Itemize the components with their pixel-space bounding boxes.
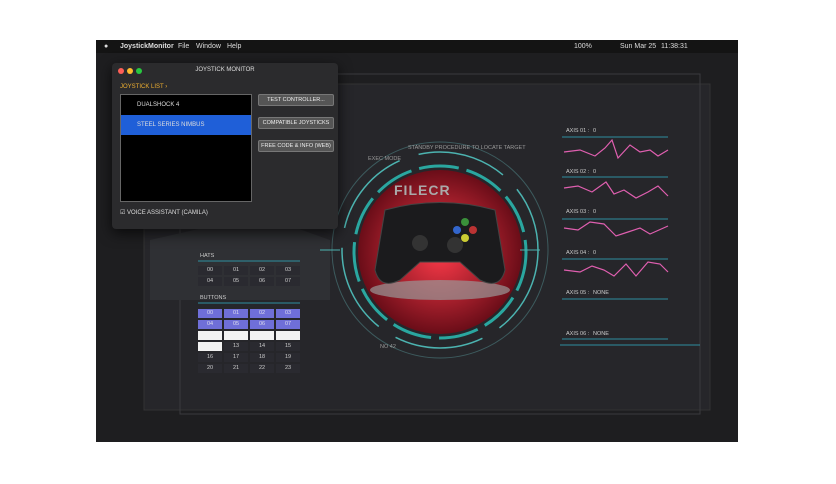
list-label: JOYSTICK LIST › bbox=[120, 84, 168, 90]
button-cell: 23 bbox=[276, 364, 300, 373]
axis-value: NONE bbox=[593, 290, 609, 296]
axis-label: AXIS 03 : bbox=[566, 209, 590, 215]
checkbox-label: VOICE ASSISTANT (CAMILA) bbox=[127, 210, 208, 216]
button-cell: 17 bbox=[224, 353, 248, 362]
ring-text: EXEC MODE bbox=[368, 156, 402, 162]
time[interactable]: 11:38:31 bbox=[661, 43, 688, 50]
button-cell bbox=[198, 331, 222, 340]
action-button[interactable]: COMPATIBLE JOYSTICKS bbox=[258, 117, 334, 129]
button-cell: 00 bbox=[198, 309, 222, 318]
menu-item[interactable]: Window bbox=[196, 43, 221, 50]
joystick-list: DUALSHOCK 4 STEEL SERIES NIMBUS bbox=[120, 94, 252, 202]
axis-value: 0 bbox=[593, 128, 597, 134]
hat-cell: 04 bbox=[198, 277, 222, 286]
button-cell: 03 bbox=[276, 309, 300, 318]
action-button[interactable]: TEST CONTROLLER... bbox=[258, 94, 334, 106]
watermark: FILECR bbox=[394, 182, 451, 198]
button-cell bbox=[198, 342, 222, 351]
button-cell bbox=[224, 331, 248, 340]
joystick-item[interactable]: DUALSHOCK 4 bbox=[137, 102, 180, 108]
battery[interactable]: 100% bbox=[574, 43, 592, 50]
menu-item[interactable]: Help bbox=[227, 43, 242, 50]
minimize-button[interactable] bbox=[127, 68, 133, 74]
hat-cell: 00 bbox=[198, 266, 222, 275]
button-cell: 22 bbox=[250, 364, 274, 373]
axis-value: 0 bbox=[593, 249, 597, 256]
window-title: JOYSTICK MONITOR bbox=[195, 67, 255, 73]
button-cell: 01 bbox=[224, 309, 248, 318]
button-cell bbox=[276, 331, 300, 340]
axis-label: AXIS 05 : bbox=[566, 290, 590, 296]
ring-text: STANDBY PROCEDURE TO LOCATE TARGET bbox=[408, 145, 526, 151]
axis-value: NONE bbox=[593, 330, 609, 337]
zoom-button[interactable] bbox=[136, 68, 142, 74]
button-cell: 16 bbox=[198, 353, 222, 362]
axis-label: AXIS 02 : bbox=[566, 168, 590, 175]
axis-value: 0 bbox=[593, 209, 597, 215]
voice-checkbox[interactable]: ☑ VOICE ASSISTANT (CAMILA) bbox=[120, 210, 208, 216]
close-button[interactable] bbox=[118, 68, 124, 74]
app-menu[interactable]: JoystickMonitor bbox=[120, 43, 174, 50]
hat-cell: 01 bbox=[224, 266, 248, 275]
menu-bar: ● JoystickMonitor File Window Help 100% … bbox=[96, 40, 738, 53]
button-cell: 07 bbox=[276, 320, 300, 329]
joystick-item[interactable]: STEEL SERIES NIMBUS bbox=[121, 115, 251, 135]
menu-item[interactable]: File bbox=[178, 43, 190, 50]
button-cell: 13 bbox=[224, 342, 248, 351]
hat-cell: 07 bbox=[276, 277, 300, 286]
date[interactable]: Sun Mar 25 bbox=[620, 43, 657, 50]
button-cell: 05 bbox=[224, 320, 248, 329]
button-cell: 04 bbox=[198, 320, 222, 329]
button-cell: 14 bbox=[250, 342, 274, 351]
ring-text: NO 42 bbox=[380, 344, 396, 350]
axis-label: AXIS 04 : bbox=[566, 249, 590, 256]
button-cell: 21 bbox=[224, 364, 248, 373]
axis-label: AXIS 06 : bbox=[566, 330, 590, 337]
buttons-label: BUTTONS bbox=[200, 295, 227, 301]
button-cell: 15 bbox=[276, 342, 300, 351]
button-cell: 19 bbox=[276, 353, 300, 362]
hat-cell: 02 bbox=[250, 266, 274, 275]
action-button[interactable]: FREE CODE & INFO (WEB) bbox=[258, 140, 334, 152]
button-cell: 18 bbox=[250, 353, 274, 362]
window: JOYSTICK MONITOR JOYSTICK LIST › DUALSHO… bbox=[112, 63, 338, 229]
hats-label: HATS bbox=[200, 253, 215, 259]
hat-cell: 05 bbox=[224, 277, 248, 286]
button-cell: 20 bbox=[198, 364, 222, 373]
hat-cell: 06 bbox=[250, 277, 274, 286]
button-cell: 02 bbox=[250, 309, 274, 318]
axis-label: AXIS 01 : bbox=[566, 128, 590, 134]
hat-cell: 03 bbox=[276, 266, 300, 275]
button-cell bbox=[250, 331, 274, 340]
axis-value: 0 bbox=[593, 168, 597, 175]
apple-menu[interactable]: ● bbox=[104, 43, 109, 50]
button-cell: 06 bbox=[250, 320, 274, 329]
